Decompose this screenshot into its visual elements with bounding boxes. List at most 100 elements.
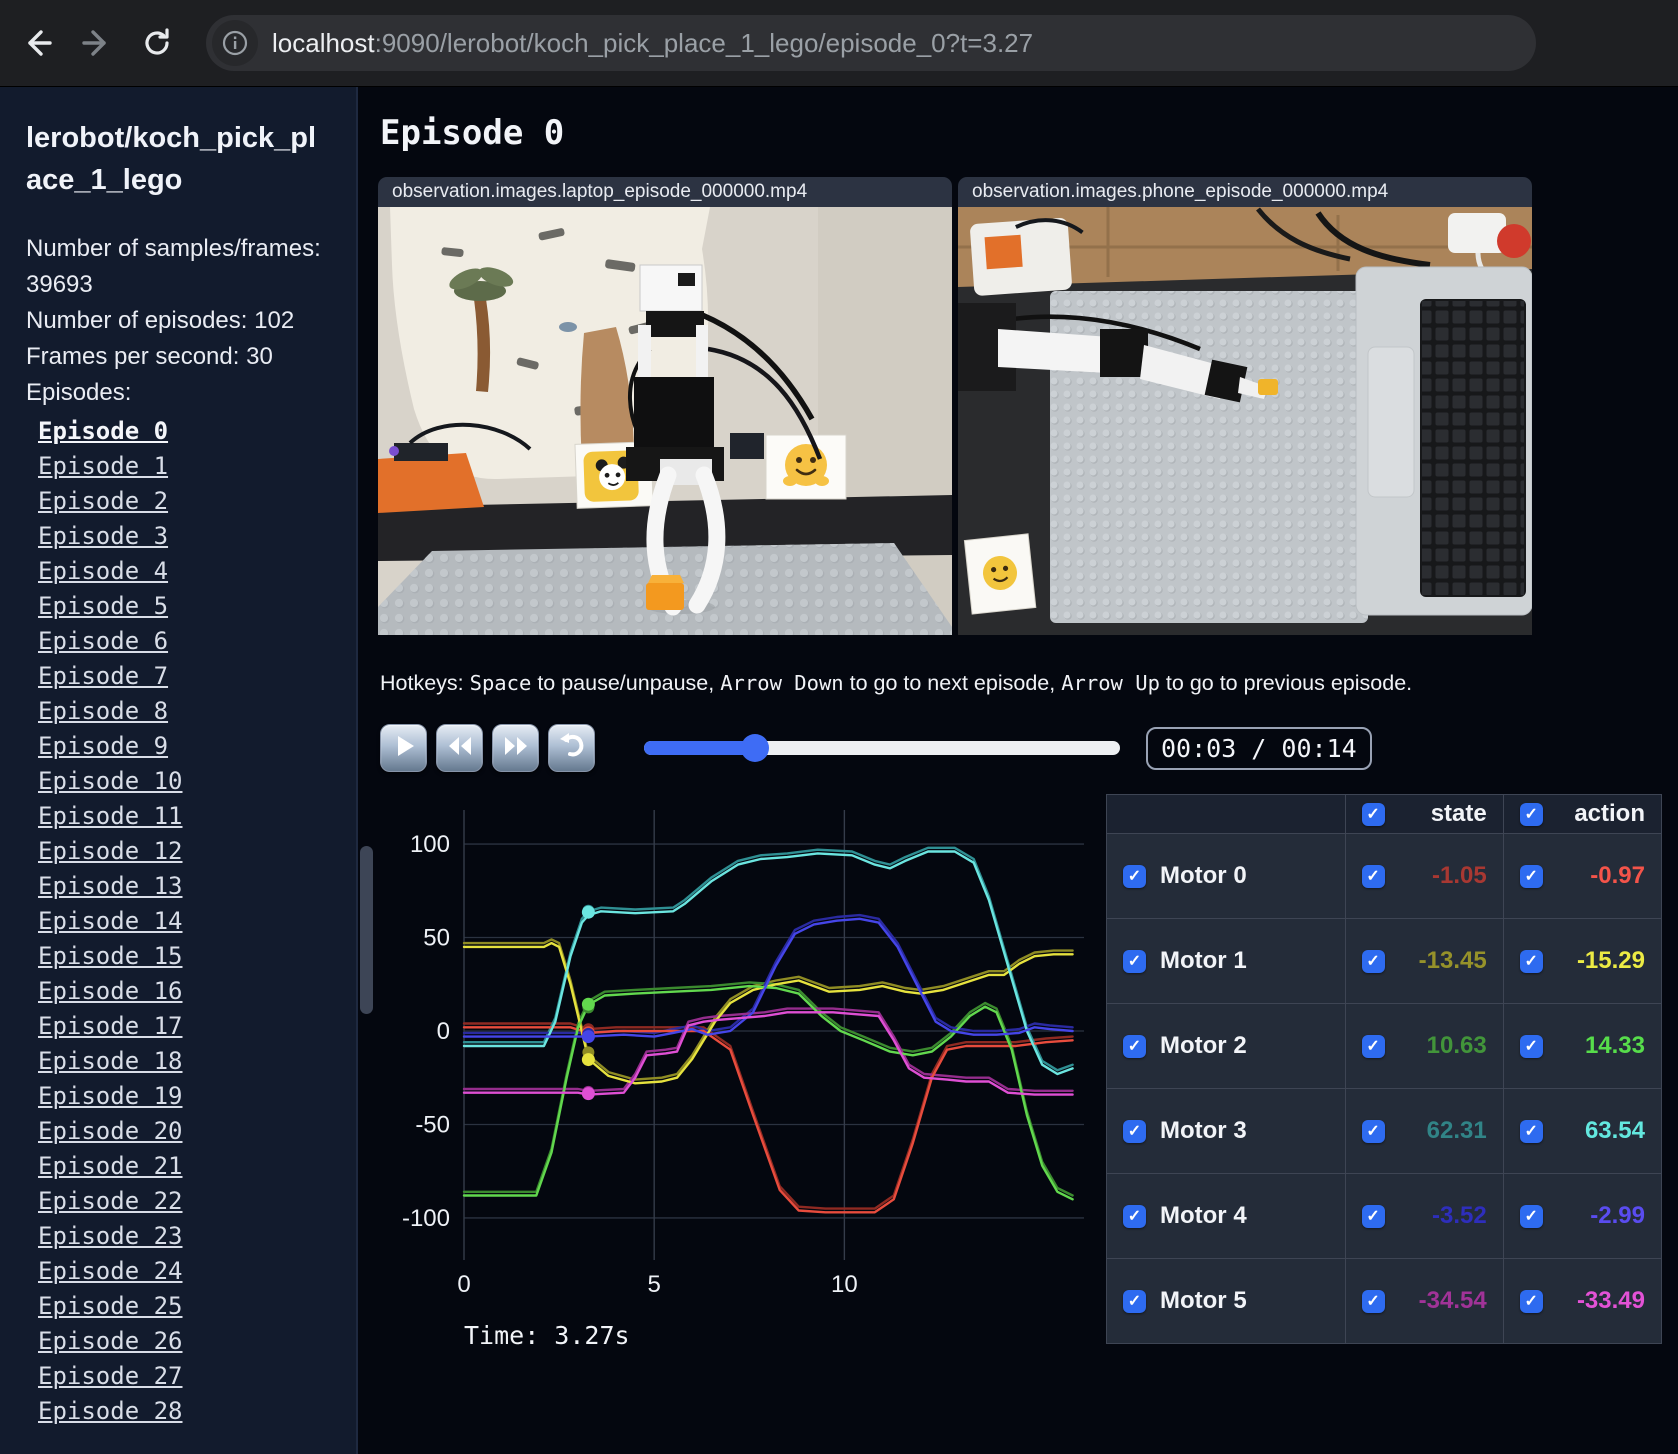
episode-link[interactable]: Episode 12 <box>38 837 183 866</box>
fast-forward-icon <box>501 732 531 765</box>
episode-link[interactable]: Episode 19 <box>38 1082 183 1111</box>
chart-time-label: Time: 3.27s <box>464 1321 630 1350</box>
motor-row-checkbox[interactable]: ✓ <box>1123 1119 1146 1143</box>
motor-name: Motor 4 <box>1160 1202 1247 1229</box>
episode-link[interactable]: Episode 2 <box>38 487 169 516</box>
episode-link[interactable]: Episode 24 <box>38 1257 183 1286</box>
episode-link[interactable]: Episode 17 <box>38 1012 183 1041</box>
episode-link[interactable]: Episode 3 <box>38 522 169 551</box>
back-icon[interactable] <box>14 20 60 66</box>
motor-name: Motor 0 <box>1160 862 1247 889</box>
episode-list-item: Episode 13 <box>38 870 330 903</box>
seek-thumb[interactable] <box>741 734 770 762</box>
state-column-header: state <box>1430 800 1487 827</box>
motor-action-checkbox[interactable]: ✓ <box>1519 1289 1543 1313</box>
episode-link[interactable]: Episode 4 <box>38 557 169 586</box>
motor-row-checkbox[interactable]: ✓ <box>1123 1204 1146 1228</box>
reload-icon[interactable] <box>134 20 180 66</box>
site-info-icon[interactable] <box>212 20 258 66</box>
episode-list-item: Episode 19 <box>38 1080 330 1113</box>
svg-text:0: 0 <box>457 1271 470 1298</box>
episode-link[interactable]: Episode 6 <box>38 627 169 656</box>
episode-link[interactable]: Episode 14 <box>38 907 183 936</box>
episode-link[interactable]: Episode 27 <box>38 1362 183 1391</box>
motor-row-checkbox[interactable]: ✓ <box>1123 864 1146 888</box>
motor-state-checkbox[interactable]: ✓ <box>1361 1034 1385 1058</box>
motor-state-checkbox[interactable]: ✓ <box>1361 1289 1385 1313</box>
episode-link[interactable]: Episode 23 <box>38 1222 183 1251</box>
motor-action-checkbox[interactable]: ✓ <box>1519 949 1543 973</box>
motor-action-checkbox[interactable]: ✓ <box>1519 1119 1543 1143</box>
seek-slider[interactable] <box>644 734 1120 762</box>
motor-state-checkbox[interactable]: ✓ <box>1361 949 1385 973</box>
url-host: localhost <box>272 27 375 58</box>
motor-state-value: -1.05 <box>1432 862 1487 889</box>
episode-link[interactable]: Episode 20 <box>38 1117 183 1146</box>
rewind-button[interactable] <box>436 724 483 772</box>
svg-text:50: 50 <box>423 925 450 952</box>
chart-canvas[interactable]: 100 50 0 -50 -100 0 5 10 <box>378 794 1094 1306</box>
episode-list-item: Episode 2 <box>38 485 330 518</box>
episode-list-item: Episode 3 <box>38 520 330 553</box>
motor-action-checkbox[interactable]: ✓ <box>1519 1034 1543 1058</box>
motor-row-checkbox[interactable]: ✓ <box>1123 1289 1146 1313</box>
motor-row-checkbox[interactable]: ✓ <box>1123 1034 1146 1058</box>
episode-link[interactable]: Episode 21 <box>38 1152 183 1181</box>
episode-link[interactable]: Episode 18 <box>38 1047 183 1076</box>
episode-link[interactable]: Episode 7 <box>38 662 169 691</box>
episode-list-item: Episode 9 <box>38 730 330 763</box>
table-header-row: ✓ state ✓ action <box>1106 794 1663 834</box>
sidebar-scrollbar-thumb[interactable] <box>360 846 373 1014</box>
svg-text:0: 0 <box>437 1018 450 1045</box>
video-title-phone: observation.images.phone_episode_000000.… <box>958 177 1532 207</box>
motor-action-checkbox[interactable]: ✓ <box>1519 1204 1543 1228</box>
laptop-video[interactable] <box>378 207 952 635</box>
fast-forward-button[interactable] <box>492 724 539 772</box>
svg-text:-100: -100 <box>402 1205 450 1232</box>
red-object <box>1497 224 1531 258</box>
loop-button[interactable] <box>548 724 595 772</box>
motor-action-checkbox[interactable]: ✓ <box>1519 864 1543 888</box>
episode-link[interactable]: Episode 25 <box>38 1292 183 1321</box>
hotkey-key: Arrow Down <box>720 671 844 695</box>
episode-link[interactable]: Episode 16 <box>38 977 183 1006</box>
episode-link[interactable]: Episode 8 <box>38 697 169 726</box>
episode-link[interactable]: Episode 0 <box>38 417 169 446</box>
svg-text:-50: -50 <box>415 1111 450 1138</box>
state-column-checkbox[interactable]: ✓ <box>1361 802 1385 826</box>
svg-text:100: 100 <box>410 831 450 858</box>
episode-link[interactable]: Episode 22 <box>38 1187 183 1216</box>
episode-list-item: Episode 17 <box>38 1010 330 1043</box>
episode-list-item: Episode 5 <box>38 590 330 623</box>
stat-episodes: Number of episodes: 102 <box>26 307 295 335</box>
motor-name: Motor 1 <box>1160 947 1247 974</box>
motor-state-checkbox[interactable]: ✓ <box>1361 1119 1385 1143</box>
episode-list-item: Episode 6 <box>38 625 330 658</box>
episode-link[interactable]: Episode 5 <box>38 592 169 621</box>
episode-link[interactable]: Episode 9 <box>38 732 169 761</box>
motor-table-row: ✓ Motor 2 ✓ 10.63 ✓ 14.33 <box>1106 1003 1663 1089</box>
episode-link[interactable]: Episode 1 <box>38 452 169 481</box>
episode-list-item: Episode 18 <box>38 1045 330 1078</box>
episode-link[interactable]: Episode 11 <box>38 802 183 831</box>
lego-brick <box>646 575 684 610</box>
episode-link[interactable]: Episode 26 <box>38 1327 183 1356</box>
motor-action-value: 14.33 <box>1584 1032 1645 1059</box>
motor-state-checkbox[interactable]: ✓ <box>1361 1204 1385 1228</box>
play-button[interactable] <box>380 724 427 772</box>
motor-state-value: -13.45 <box>1418 947 1487 974</box>
url-bar[interactable]: localhost:9090/lerobot/koch_pick_place_1… <box>206 15 1536 71</box>
motor-table-row: ✓ Motor 1 ✓ -13.45 ✓ -15.29 <box>1106 918 1663 1004</box>
episode-link[interactable]: Episode 15 <box>38 942 183 971</box>
hotkey-text: to pause/unpause, <box>531 671 721 695</box>
forward-icon[interactable] <box>74 20 120 66</box>
hotkey-key: Arrow Up <box>1061 671 1160 695</box>
episode-link[interactable]: Episode 13 <box>38 872 183 901</box>
episode-link[interactable]: Episode 10 <box>38 767 183 796</box>
action-column-checkbox[interactable]: ✓ <box>1519 802 1543 826</box>
motor-row-checkbox[interactable]: ✓ <box>1123 949 1146 973</box>
phone-video[interactable] <box>958 207 1532 635</box>
charger-box <box>1448 213 1506 253</box>
episode-link[interactable]: Episode 28 <box>38 1397 183 1426</box>
motor-state-checkbox[interactable]: ✓ <box>1361 864 1385 888</box>
